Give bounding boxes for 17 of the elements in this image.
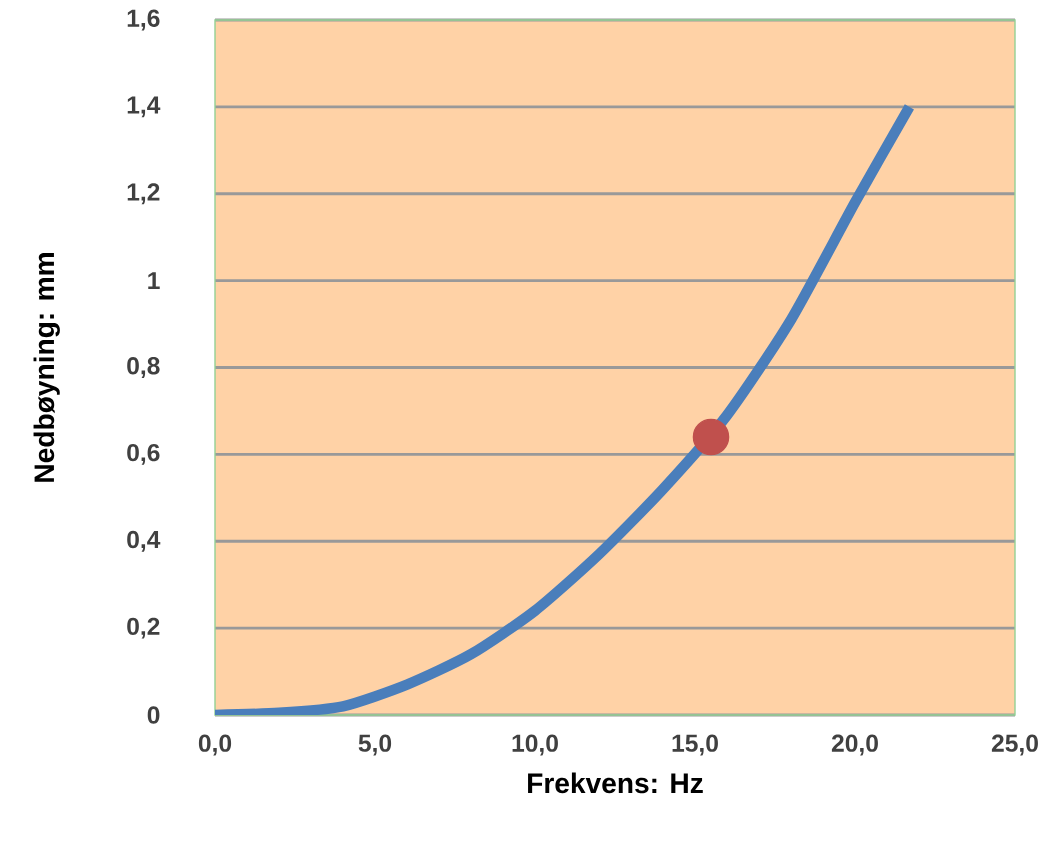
- y-tick-label: 0,2: [127, 617, 160, 639]
- y-tick-label: 0,4: [127, 530, 161, 552]
- x-tick-label: 10,0: [512, 734, 558, 756]
- y-axis-title: Nedbøyning: mm: [33, 253, 60, 482]
- y-tick-label: 1,2: [127, 183, 160, 205]
- x-tick-label: 0,0: [198, 734, 232, 756]
- y-tick-label: 0: [147, 706, 160, 724]
- x-axis-title: Frekvens: Hz: [528, 772, 703, 794]
- y-tick-label: 1: [148, 272, 160, 290]
- x-tick-label: 5,0: [358, 734, 392, 756]
- y-tick-label: 0,6: [127, 443, 160, 465]
- x-tick-label: 15,0: [672, 734, 718, 756]
- y-tick-label: 0,8: [127, 357, 160, 378]
- y-tick-label: 1,4: [127, 96, 161, 118]
- y-tick-label: 1,6: [127, 9, 160, 31]
- x-tick-label: 25,0: [991, 734, 1038, 756]
- x-tick-label: 20,0: [831, 734, 878, 756]
